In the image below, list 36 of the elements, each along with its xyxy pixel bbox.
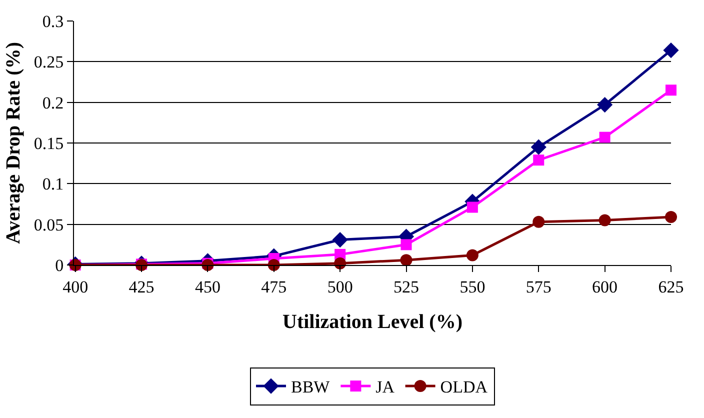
point [466,202,478,213]
x-axis-title: Utilization Level (%) [282,310,462,333]
y-tick-label: 0 [55,256,64,275]
point [598,214,611,226]
y-tick-label: 0.1 [42,174,64,194]
y-tick-label: 0.25 [34,52,64,72]
point [466,249,478,262]
point [666,84,676,96]
point [530,139,546,155]
x-tick-label: 475 [261,277,287,296]
x-tick-label: 575 [526,277,552,296]
point [332,232,348,248]
x-tick-label: 550 [460,277,486,296]
x-tick-label: 425 [128,277,154,296]
x-tick-label: 525 [394,277,419,296]
legend-label: OLDA [440,378,488,397]
point [400,254,412,266]
y-tick-label: 0.05 [34,215,64,234]
x-tick-label: 450 [194,277,220,296]
y-axis-title: Average Drop Rate (%) [2,42,24,244]
y-tick-label: 0.2 [42,93,64,112]
y-tick-label: 0.15 [34,134,64,153]
x-tick-label: 400 [62,277,88,296]
point [599,132,610,143]
point [597,96,613,113]
point [533,154,544,166]
x-tick-label: 500 [327,277,353,296]
y-tick-label: 0.3 [42,12,64,31]
x-tick-label: 625 [658,277,684,296]
point [400,239,412,250]
point [663,42,679,58]
legend-label: JA [376,378,396,397]
point [532,216,545,228]
legend-label: BBW [291,378,331,397]
x-tick-label: 600 [592,277,618,296]
point [665,211,677,224]
